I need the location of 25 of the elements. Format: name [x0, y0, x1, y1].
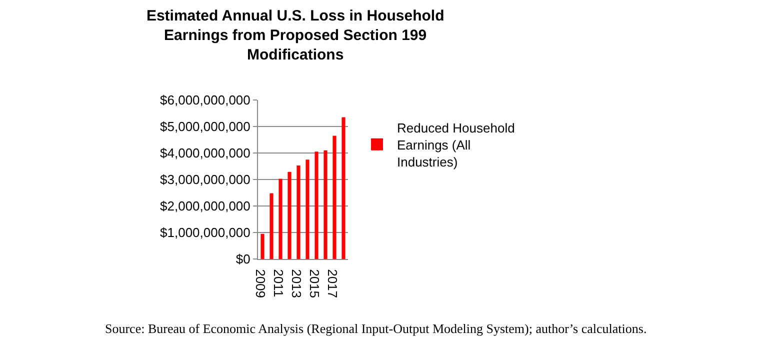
- x-tick-label: 2011: [271, 269, 286, 298]
- bar: [342, 117, 346, 259]
- y-tick-label: $3,000,000,000: [160, 172, 250, 188]
- y-tick-label: $2,000,000,000: [160, 198, 250, 214]
- bar: [270, 193, 274, 259]
- x-tick-label: 2009: [253, 269, 268, 298]
- x-tick-label: 2013: [289, 269, 304, 298]
- bar: [278, 178, 282, 259]
- bar: [332, 136, 336, 259]
- legend-label: Reduced Household Earnings (All Industries): [397, 120, 515, 170]
- bar: [306, 160, 310, 259]
- bar: [260, 234, 264, 259]
- y-tick-label: $6,000,000,000: [160, 92, 250, 108]
- bar: [324, 150, 328, 259]
- source-note: Source: Bureau of Economic Analysis (Regional Input-Output Modeling System); author’s calculations.: [105, 321, 647, 336]
- bar: [314, 152, 318, 259]
- x-tick-label: 2015: [307, 269, 322, 298]
- y-tick-label: $0: [236, 252, 250, 267]
- y-tick-label: $5,000,000,000: [160, 119, 250, 134]
- y-tick-label: $4,000,000,000: [160, 146, 250, 161]
- bar: [296, 165, 300, 259]
- y-tick-label: $1,000,000,000: [160, 225, 250, 240]
- bar: [288, 172, 292, 259]
- chart-title: Estimated Annual U.S. Loss in Household Earnings from Proposed Section 199 Modifications: [146, 8, 444, 64]
- x-tick-label: 2017: [325, 269, 340, 298]
